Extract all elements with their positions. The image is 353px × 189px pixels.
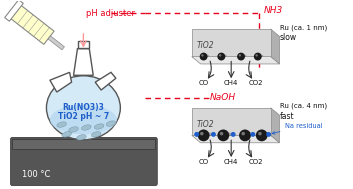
Ellipse shape: [50, 105, 117, 134]
Circle shape: [237, 53, 245, 60]
Circle shape: [239, 129, 251, 141]
Polygon shape: [271, 29, 280, 64]
Circle shape: [254, 53, 262, 60]
Polygon shape: [192, 57, 280, 64]
Text: fast: fast: [280, 112, 295, 121]
Ellipse shape: [255, 54, 263, 57]
Text: NaOH: NaOH: [210, 93, 236, 102]
Text: CO: CO: [199, 159, 209, 165]
Ellipse shape: [82, 125, 91, 130]
Text: slow: slow: [280, 33, 297, 42]
Ellipse shape: [106, 121, 116, 126]
Circle shape: [256, 129, 268, 141]
Polygon shape: [192, 29, 271, 57]
Circle shape: [200, 53, 208, 60]
Polygon shape: [95, 72, 116, 90]
Text: Ru (ca. 4 nm): Ru (ca. 4 nm): [280, 103, 327, 109]
Ellipse shape: [199, 132, 212, 137]
Text: Ru (ca. 1 nm): Ru (ca. 1 nm): [280, 24, 327, 31]
Ellipse shape: [240, 132, 253, 137]
Polygon shape: [192, 135, 280, 143]
FancyBboxPatch shape: [11, 137, 157, 186]
Circle shape: [198, 129, 210, 141]
Circle shape: [250, 132, 255, 137]
Polygon shape: [12, 139, 155, 149]
Ellipse shape: [219, 132, 232, 137]
Circle shape: [266, 132, 271, 137]
Polygon shape: [48, 36, 65, 50]
Text: TiO2 pH ~ 7: TiO2 pH ~ 7: [58, 112, 109, 121]
Text: CO2: CO2: [249, 80, 263, 86]
Polygon shape: [78, 41, 89, 48]
Ellipse shape: [201, 54, 209, 57]
Circle shape: [256, 54, 258, 57]
Circle shape: [241, 132, 245, 135]
Circle shape: [194, 132, 199, 137]
Polygon shape: [5, 0, 23, 21]
Polygon shape: [50, 72, 72, 92]
Text: 100 °C: 100 °C: [22, 170, 51, 179]
Text: NH3: NH3: [264, 6, 283, 15]
Ellipse shape: [69, 127, 78, 132]
Text: pH adjuster: pH adjuster: [86, 9, 136, 18]
Circle shape: [220, 132, 223, 135]
Text: TiO2: TiO2: [197, 41, 214, 50]
Circle shape: [219, 54, 221, 57]
Ellipse shape: [47, 76, 120, 140]
Circle shape: [200, 132, 204, 135]
Ellipse shape: [218, 54, 227, 57]
Ellipse shape: [62, 132, 71, 137]
Text: CO2: CO2: [249, 159, 263, 165]
Circle shape: [201, 54, 204, 57]
Text: CO: CO: [199, 80, 209, 86]
Circle shape: [239, 54, 241, 57]
Polygon shape: [73, 49, 93, 75]
Ellipse shape: [257, 132, 270, 137]
Ellipse shape: [77, 135, 86, 140]
Circle shape: [217, 53, 225, 60]
Text: Ru(NO3)3: Ru(NO3)3: [62, 103, 104, 112]
Circle shape: [211, 132, 216, 137]
Polygon shape: [192, 108, 271, 135]
Text: Na residual: Na residual: [272, 122, 323, 134]
Polygon shape: [10, 5, 54, 44]
Ellipse shape: [94, 124, 104, 129]
Ellipse shape: [57, 122, 66, 127]
Text: TiO2: TiO2: [197, 120, 214, 129]
Ellipse shape: [91, 132, 101, 137]
Circle shape: [258, 132, 262, 135]
Text: CH4: CH4: [224, 80, 238, 86]
Circle shape: [217, 129, 229, 141]
Circle shape: [231, 132, 235, 137]
Polygon shape: [271, 108, 280, 143]
Ellipse shape: [238, 54, 246, 57]
Text: CH4: CH4: [224, 159, 238, 165]
